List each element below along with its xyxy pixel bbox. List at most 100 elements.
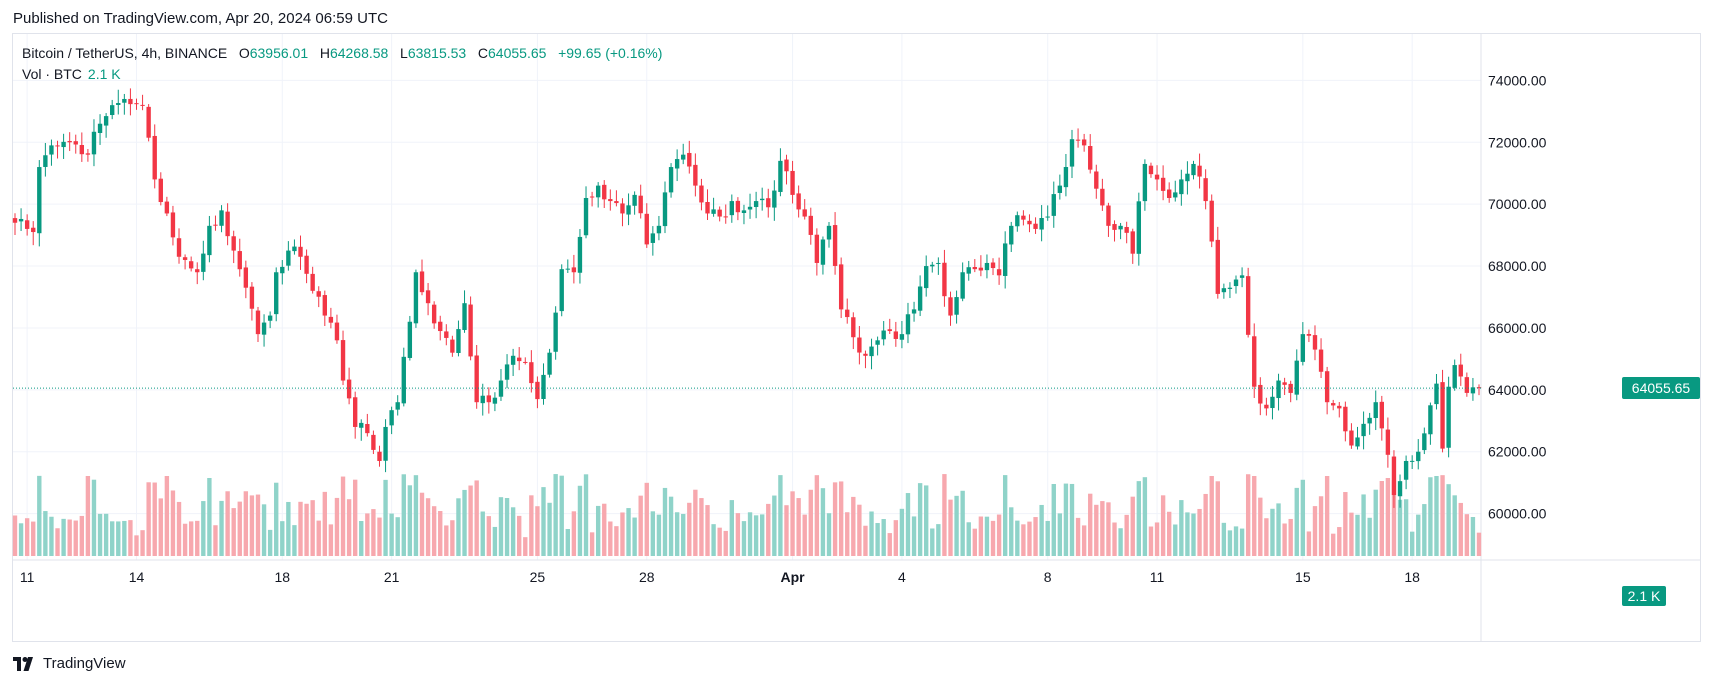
volume-bar bbox=[292, 525, 297, 556]
volume-bar bbox=[195, 520, 200, 556]
candle-body bbox=[662, 192, 668, 227]
volume-bar bbox=[711, 524, 716, 556]
volume-bar bbox=[984, 516, 990, 556]
candle-body bbox=[1252, 336, 1257, 387]
volume-bar bbox=[1361, 494, 1366, 556]
candle-body bbox=[1075, 139, 1081, 141]
volume-bar bbox=[996, 514, 1002, 556]
volume-bar bbox=[1282, 523, 1287, 556]
candle-body bbox=[431, 304, 437, 324]
volume-bar bbox=[1464, 514, 1470, 556]
volume-bar bbox=[249, 495, 255, 556]
candle-body bbox=[122, 98, 127, 103]
volume-bar bbox=[1057, 513, 1063, 556]
volume-bar bbox=[237, 501, 242, 556]
volume-bar bbox=[681, 513, 686, 556]
volume-bar bbox=[741, 521, 747, 556]
volume-bar bbox=[431, 506, 437, 556]
candle-body bbox=[960, 272, 965, 299]
volume-bar bbox=[881, 519, 886, 556]
candle-body bbox=[1233, 279, 1239, 287]
low-label: L bbox=[400, 45, 408, 61]
volume-bar bbox=[814, 475, 820, 556]
volume-bar bbox=[1312, 506, 1318, 556]
volume-bar bbox=[1379, 480, 1384, 556]
candle-body bbox=[116, 103, 121, 105]
candle-body bbox=[510, 355, 516, 365]
candle-body bbox=[377, 451, 382, 461]
volume-bar bbox=[1385, 478, 1391, 556]
candle-body bbox=[674, 159, 680, 169]
symbol-name[interactable]: Bitcoin / TetherUS, 4h, BINANCE bbox=[22, 45, 228, 61]
time-tick-label: 18 bbox=[274, 569, 290, 585]
candle-body bbox=[1331, 403, 1336, 406]
volume-bar bbox=[146, 482, 151, 556]
candle-body bbox=[772, 190, 777, 208]
candle-body bbox=[225, 211, 230, 237]
candle-body bbox=[340, 340, 346, 381]
candle-body bbox=[365, 424, 370, 434]
volume-bar bbox=[1276, 503, 1281, 556]
volume-bar bbox=[1300, 479, 1306, 556]
volume-bar bbox=[134, 535, 139, 556]
candle-body bbox=[1063, 167, 1069, 188]
volume-bar bbox=[523, 537, 528, 556]
volume-bar bbox=[620, 512, 625, 556]
candle-body bbox=[164, 201, 170, 214]
candle-body bbox=[1203, 178, 1208, 202]
candle-body bbox=[529, 362, 534, 384]
volume-bar bbox=[1355, 514, 1360, 556]
candle-body bbox=[371, 434, 376, 450]
candle-body bbox=[201, 253, 206, 272]
price-axis[interactable]: 60000.00 62000.00 64000.00 66000.00 68000.00… bbox=[1488, 72, 1547, 521]
candle-body bbox=[383, 426, 388, 461]
volume-bar bbox=[589, 532, 595, 556]
volume-bar bbox=[699, 498, 704, 556]
tradingview-brand[interactable]: TradingView bbox=[13, 655, 126, 672]
candle-body bbox=[535, 381, 540, 400]
candle-body bbox=[182, 257, 188, 260]
volume-bar bbox=[559, 475, 564, 556]
candle-body bbox=[553, 312, 558, 352]
volume-bar bbox=[352, 479, 358, 556]
volume-bar bbox=[340, 476, 346, 556]
candle-body bbox=[425, 290, 431, 304]
candle-body bbox=[1264, 404, 1269, 409]
candle-body bbox=[1343, 406, 1348, 432]
volume-bar bbox=[322, 491, 327, 556]
volume-bar bbox=[492, 526, 498, 556]
volume-bar bbox=[553, 474, 558, 556]
volume-bar bbox=[1106, 502, 1111, 556]
volume-bar bbox=[498, 497, 504, 556]
candle-body bbox=[1397, 481, 1403, 497]
volume-bar bbox=[863, 525, 868, 556]
volume-bar bbox=[1118, 528, 1123, 556]
volume-bar bbox=[170, 490, 176, 556]
price-tick-label: 72000.00 bbox=[1488, 134, 1547, 150]
volume-bar bbox=[243, 491, 249, 556]
volume-bar bbox=[735, 513, 741, 556]
volume-bar bbox=[966, 522, 971, 556]
candle-body bbox=[887, 329, 892, 332]
candle-body bbox=[328, 316, 334, 323]
candles bbox=[12, 88, 1482, 508]
volume-bar bbox=[267, 529, 273, 556]
candle-body bbox=[784, 159, 789, 172]
candle-body bbox=[444, 331, 449, 338]
volume-bar bbox=[614, 526, 619, 556]
time-axis[interactable]: 11 14 18 21 25 28 Apr 4 8 11 15 18 bbox=[20, 569, 1420, 585]
candle-body bbox=[766, 198, 771, 208]
time-tick-label: 4 bbox=[898, 569, 906, 585]
volume-bar bbox=[1343, 492, 1348, 556]
volume-bar bbox=[869, 511, 874, 556]
symbol-legend: Bitcoin / TetherUS, 4h, BINANCE O63956.0… bbox=[22, 45, 662, 61]
price-tick-label: 74000.00 bbox=[1488, 72, 1547, 88]
volume-bar bbox=[1403, 499, 1409, 556]
volume-bar bbox=[231, 508, 236, 556]
candle-body bbox=[893, 331, 899, 339]
candle-body bbox=[875, 340, 880, 345]
volume-label[interactable]: Vol · BTC bbox=[22, 66, 82, 82]
candle-body bbox=[310, 273, 315, 291]
